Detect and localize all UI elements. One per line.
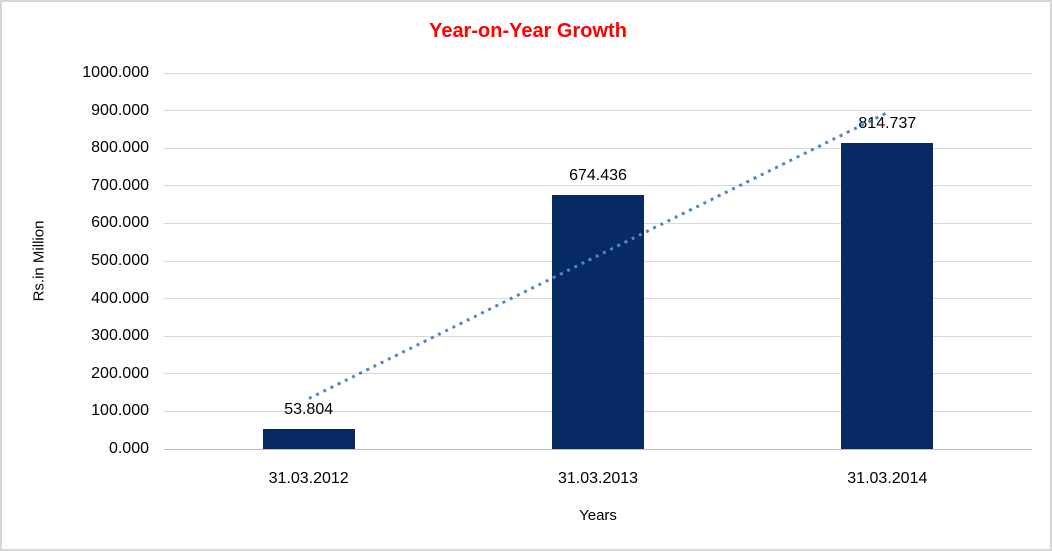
x-axis-title: Years [579, 507, 617, 524]
bar [552, 195, 644, 449]
y-tick-label: 600.000 [91, 214, 149, 232]
x-axis-line [164, 448, 1032, 450]
bar [262, 428, 355, 449]
gridline [164, 147, 1032, 149]
y-tick-label: 1000.000 [82, 64, 149, 81]
y-tick-label: 200.000 [91, 364, 149, 382]
x-tick-label: 31.03.2012 [268, 470, 349, 487]
x-tick-label: 31.03.2014 [847, 470, 928, 487]
y-tick-label: 700.000 [91, 176, 149, 194]
bar-value-label: 674.436 [569, 167, 627, 185]
bar-value-label: 53.804 [284, 400, 334, 418]
y-tick-label: 800.000 [91, 139, 149, 157]
gridline [164, 110, 1032, 112]
y-tick-label: 100.000 [91, 402, 149, 420]
y-tick-label: 500.000 [91, 252, 149, 269]
y-tick-label: 400.000 [91, 289, 149, 307]
gridline [164, 72, 1032, 74]
y-tick-label: 900.000 [91, 101, 149, 119]
bar [841, 142, 934, 449]
y-tick-label: 0.000 [108, 440, 149, 457]
plot-area: 53.804 674.436 814.737 [164, 72, 1032, 450]
chart-title: Year-on-Year Growth [429, 20, 627, 42]
bar-value-label: 814.737 [858, 114, 917, 132]
gridline [164, 185, 1032, 187]
y-tick-label: 300.000 [91, 327, 149, 345]
x-tick-label: 31.03.2013 [557, 470, 639, 487]
